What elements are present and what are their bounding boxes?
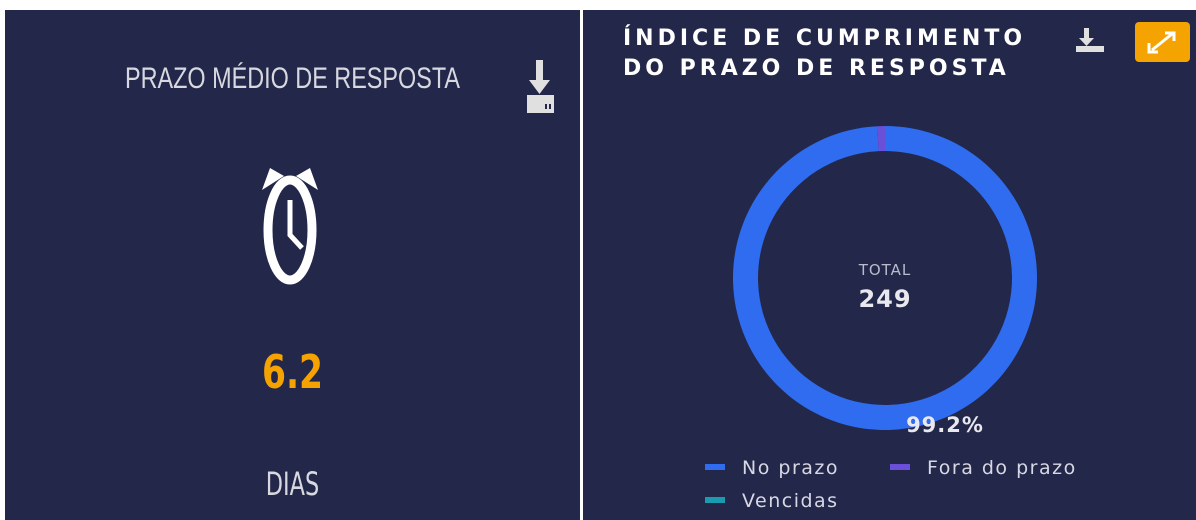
kpi-title: PRAZO MÉDIO DE RESPOSTA — [124, 62, 461, 95]
center-value: 249 — [858, 285, 911, 313]
data-label: 99.2% — [906, 413, 984, 437]
kpi-value: 6.2 — [261, 345, 324, 399]
legend-label: No prazo — [742, 457, 839, 479]
download-icon[interactable] — [1076, 28, 1104, 52]
download-icon[interactable] — [527, 60, 554, 113]
kpi-unit: DIAS — [265, 465, 320, 503]
chart-panel — [583, 10, 1196, 520]
legend-swatch — [890, 464, 910, 470]
chart-title: ÍNDICE DE CUMPRIMENTO DO PRAZO DE RESPOS… — [623, 26, 1027, 81]
legend-label: Fora do prazo — [927, 457, 1077, 479]
legend-swatch — [705, 464, 725, 470]
donut-segment — [877, 126, 885, 152]
legend-swatch — [705, 497, 725, 503]
expand-button[interactable] — [1135, 22, 1190, 62]
clock-icon — [262, 168, 318, 285]
legend-label: Vencidas — [742, 490, 839, 512]
kpi-panel — [5, 10, 580, 520]
center-label: TOTAL — [858, 261, 912, 279]
